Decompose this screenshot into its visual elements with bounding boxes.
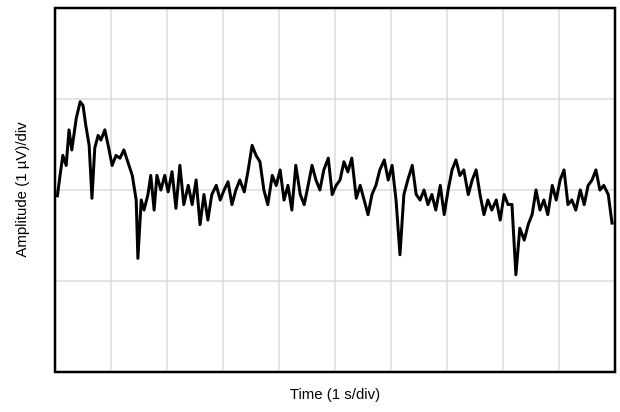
trace xyxy=(55,100,614,277)
plot-area xyxy=(55,100,614,277)
x-axis-label: Time (1 s/div) xyxy=(290,386,380,403)
y-axis-label: Amplitude (1 µV)/div xyxy=(13,122,30,258)
plot-frame xyxy=(53,6,617,374)
